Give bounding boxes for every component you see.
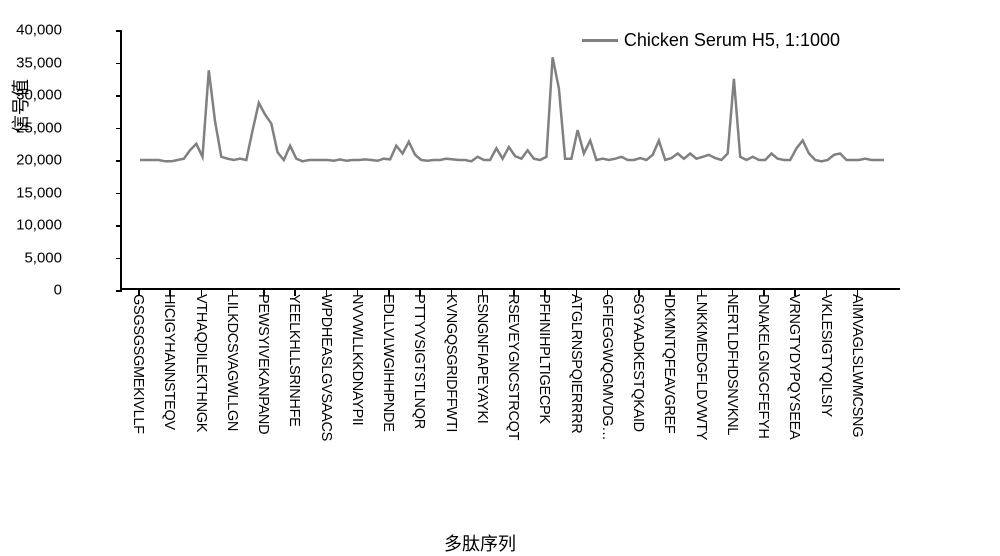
y-tick-label: 25,000 (16, 119, 62, 136)
x-tick-mark (544, 290, 546, 296)
x-tick-label: IDKMNTQFEAVGREF (661, 294, 677, 433)
y-tick-mark (116, 193, 122, 195)
x-tick-mark (388, 290, 390, 296)
x-tick-mark (263, 290, 265, 296)
y-tick-mark (116, 160, 122, 162)
x-tick-label: LILKDCSVAGWLLGN (224, 294, 240, 431)
x-tick-mark (794, 290, 796, 296)
x-tick-label: GSGSGSGMEKIVLLF (130, 294, 146, 434)
x-tick-label: ESNGNFIAPEYAYKI (474, 294, 490, 424)
y-tick-mark (116, 63, 122, 65)
x-tick-mark (826, 290, 828, 296)
x-tick-label: WPDHEASLGVSAACS (318, 294, 334, 441)
x-tick-label: PTTYVSIGTSTLNQR (411, 294, 427, 429)
y-tick-label: 0 (54, 282, 62, 299)
x-tick-label: YEELKHLLSRINHFE (286, 294, 302, 427)
y-tick-mark (116, 30, 122, 32)
x-tick-label: EDLLVLWGIHHPNDE (380, 294, 396, 432)
x-tick-label: SGYAADKESTQKAID (630, 294, 646, 432)
x-tick-label: LNKKMEDGFLDVWTY (693, 294, 709, 440)
x-tick-label: DNAKELGNGCFEFYH (755, 294, 771, 439)
x-tick-mark (201, 290, 203, 296)
x-tick-mark (669, 290, 671, 296)
x-tick-mark (232, 290, 234, 296)
y-tick-mark (116, 95, 122, 97)
x-tick-mark (294, 290, 296, 296)
x-tick-mark (763, 290, 765, 296)
y-tick-mark (116, 225, 122, 227)
x-tick-mark (451, 290, 453, 296)
x-tick-mark (607, 290, 609, 296)
y-tick-label: 35,000 (16, 54, 62, 71)
x-tick-label: PEWSYIVEKANPAND (255, 294, 271, 434)
x-tick-mark (576, 290, 578, 296)
x-tick-mark (857, 290, 859, 296)
x-tick-label: AIMVAGLSLWMCSNG (849, 294, 865, 437)
x-tick-mark (138, 290, 140, 296)
plot-area: Chicken Serum H5, 1:1000 (120, 30, 900, 290)
y-tick-label: 10,000 (16, 217, 62, 234)
x-tick-label: ATGLRNSPQIERRRR (568, 294, 584, 433)
x-tick-label: HICIGYHANNSTEQV (161, 294, 177, 430)
chart-container: 信号值 05,00010,00015,00020,00025,00030,000… (80, 20, 940, 520)
y-tick-label: 30,000 (16, 87, 62, 104)
y-tick-mark (116, 290, 122, 292)
x-tick-mark (482, 290, 484, 296)
x-tick-mark (326, 290, 328, 296)
x-tick-label: VTHAQDILEKTHNGK (193, 294, 209, 432)
x-tick-mark (357, 290, 359, 296)
x-tick-mark (169, 290, 171, 296)
y-tick-label: 15,000 (16, 184, 62, 201)
line-chart-svg (122, 30, 900, 288)
y-tick-label: 20,000 (16, 152, 62, 169)
legend: Chicken Serum H5, 1:1000 (582, 30, 840, 51)
x-axis-title: 多肽序列 (444, 530, 516, 556)
x-tick-label: NERTLDFHDSNVKNL (724, 294, 740, 435)
x-tick-label: VKLESIGTYQILSIY (818, 294, 834, 417)
x-tick-labels: GSGSGSGMEKIVLLFHICIGYHANNSTEQVVTHAQDILEK… (120, 300, 900, 520)
y-tick-label: 5,000 (24, 249, 62, 266)
legend-line-icon (582, 39, 618, 42)
x-tick-label: VRNGTYDYPQYSEEA (786, 294, 802, 439)
x-tick-label: NVVWLLKKDNAYPII (349, 294, 365, 425)
x-tick-mark (419, 290, 421, 296)
x-tick-mark (732, 290, 734, 296)
y-tick-mark (116, 128, 122, 130)
x-tick-label: KVNGQSGRIDFFWTI (443, 294, 459, 432)
x-tick-mark (638, 290, 640, 296)
x-tick-mark (701, 290, 703, 296)
legend-label: Chicken Serum H5, 1:1000 (624, 30, 840, 51)
y-tick-label: 40,000 (16, 22, 62, 39)
x-tick-mark (513, 290, 515, 296)
x-tick-label: GFIEGGWQGMVDG… (599, 294, 615, 440)
x-tick-label: PFHNIHPLTIGECPK (536, 294, 552, 424)
x-tick-label: RSEVEYGNCSTRCQT (505, 294, 521, 440)
y-tick-mark (116, 258, 122, 260)
data-line (140, 57, 884, 161)
